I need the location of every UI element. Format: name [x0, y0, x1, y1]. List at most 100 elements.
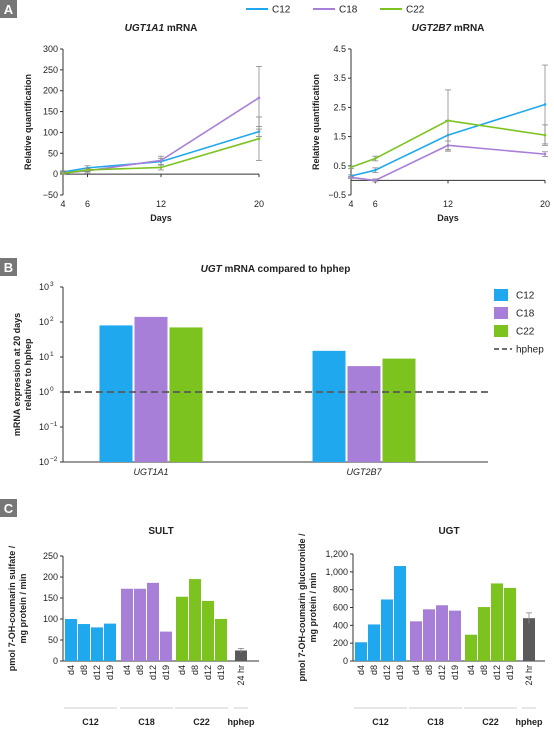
y-tick-label: 0 — [343, 656, 348, 666]
bar-label: d8 — [369, 665, 379, 675]
legend-swatch-c12 — [494, 289, 508, 301]
data-point — [373, 168, 377, 172]
data-point — [349, 176, 353, 179]
y-axis-label: mg protein / min — [18, 573, 28, 643]
data-point — [446, 119, 450, 122]
y-tick-label: 150 — [43, 107, 58, 117]
chart-ugt-activity: UGT 0 200 400 600 800 1,000 1,200 pmol 7-OH-coum… — [297, 526, 545, 727]
bar-c12-d12 — [381, 599, 393, 661]
bar-label: d12 — [437, 665, 447, 680]
x-tick-label: 20 — [540, 199, 550, 209]
panel-badge-b — [0, 258, 17, 276]
bar-label: d8 — [479, 665, 489, 675]
x-tick-label: 4 — [60, 199, 65, 209]
data-point — [159, 166, 163, 169]
chart-title: UGT1A1 mRNA — [125, 23, 198, 34]
bar-c12-ugt1a1 — [99, 325, 133, 462]
y-tick-label: 800 — [333, 585, 348, 595]
data-point — [373, 157, 377, 160]
bar-label: d19 — [505, 665, 515, 680]
group-label: hphep — [516, 717, 543, 727]
y-axis-label: pmol 7-OH-coumarin glucuronide / — [297, 533, 307, 682]
y-tick-label: 0 — [53, 656, 58, 666]
y-tick-label: −50 — [43, 190, 58, 200]
y-tick-label: 1,200 — [325, 549, 348, 559]
y-tick-label: 250 — [43, 551, 58, 561]
bar-c22-d8 — [478, 607, 490, 661]
bar-label: d8 — [424, 665, 434, 675]
bar-label: d4 — [66, 665, 76, 675]
bar-label: 24 hr — [524, 665, 534, 686]
bar-label: d12 — [382, 665, 392, 680]
panel-letter-b: B — [4, 260, 13, 275]
bar-c12-d12 — [91, 627, 103, 661]
bar-c18-d19 — [160, 631, 172, 661]
data-point — [373, 179, 377, 182]
x-axis-label: Days — [437, 213, 459, 223]
bar-c18-ugt2b7 — [347, 366, 381, 462]
y-tick-exponent: 1 — [50, 351, 54, 358]
y-axis-label: relative to hphep — [23, 338, 33, 411]
bar-label: d12 — [203, 665, 213, 680]
bar-label: 24 hr — [236, 665, 246, 686]
y-tick-label: 10 — [39, 457, 49, 467]
group-label: C12 — [372, 717, 389, 727]
y-tick-label: 10 — [39, 352, 49, 362]
y-axis-label: Relative quantification — [23, 74, 33, 170]
bar-c22-ugt1a1 — [169, 327, 203, 462]
y-tick-exponent: 2 — [50, 316, 54, 323]
legend-label-hphep: hphep — [516, 345, 544, 356]
y-tick-label: 400 — [333, 620, 348, 630]
bar-label: d4 — [177, 665, 187, 675]
bar-label: d19 — [450, 665, 460, 680]
y-tick-label: 4.5 — [333, 44, 346, 54]
y-tick-label: −0.5 — [328, 190, 346, 200]
y-tick-label: 100 — [43, 127, 58, 137]
y-tick-label: 1.5 — [333, 132, 346, 142]
bar-c12-d8 — [368, 624, 380, 661]
chart-title: UGT2B7 mRNA — [412, 23, 485, 34]
data-point — [349, 165, 353, 169]
chart-title: UGT mRNA compared to hphep — [201, 264, 351, 275]
group-label: C22 — [482, 717, 499, 727]
category-label: UGT1A1 — [133, 467, 168, 477]
y-tick-label: 600 — [333, 603, 348, 613]
bar-c18-d4 — [410, 621, 422, 661]
y-tick-label: 1,000 — [325, 567, 348, 577]
group-label: C18 — [138, 717, 155, 727]
bar-label: d19 — [105, 665, 115, 680]
bar-label: d19 — [216, 665, 226, 680]
y-tick-label: 200 — [43, 86, 58, 96]
bar-label: d12 — [492, 665, 502, 680]
y-axis-label: mRNA expression at 20 days — [12, 313, 22, 436]
bar-c18-d19 — [449, 610, 461, 661]
x-axis-label: Days — [150, 213, 172, 223]
bar-label: d19 — [161, 665, 171, 680]
legend-swatch-c18 — [494, 307, 508, 319]
y-tick-label: 100 — [43, 614, 58, 624]
series-line-c18 — [350, 144, 546, 182]
bar-c18-d4 — [121, 588, 133, 661]
y-tick-label: 200 — [333, 638, 348, 648]
bar-c12-d4 — [355, 642, 367, 661]
bar-c12-ugt2b7 — [312, 350, 346, 462]
legend-label-c22: C22 — [516, 327, 535, 338]
chart-sult: SULT 0 50 100 150 200 250 pmol 7-OH-coumarin su… — [7, 526, 259, 727]
bar-label: d8 — [135, 665, 145, 675]
x-tick-label: 4 — [348, 199, 353, 209]
bar-hphep-24hr — [235, 650, 247, 661]
y-tick-exponent: −2 — [50, 456, 58, 463]
data-point — [61, 172, 65, 175]
y-tick-label: 0.5 — [333, 161, 346, 171]
legend-label-c18: C18 — [339, 5, 358, 16]
bar-label: d12 — [92, 665, 102, 680]
group-label: C22 — [193, 717, 210, 727]
chart-ugt1a1: UGT1A1 mRNA −50 0 50 100 150 200 250 300 4 6 12 20 Da… — [23, 23, 264, 223]
chart-title: UGT — [438, 526, 459, 537]
y-tick-label: 0 — [53, 169, 58, 179]
y-tick-label: 3.5 — [333, 73, 346, 83]
data-point — [543, 103, 547, 106]
y-axis-label: Relative quantification — [311, 74, 321, 170]
data-point — [257, 96, 261, 100]
